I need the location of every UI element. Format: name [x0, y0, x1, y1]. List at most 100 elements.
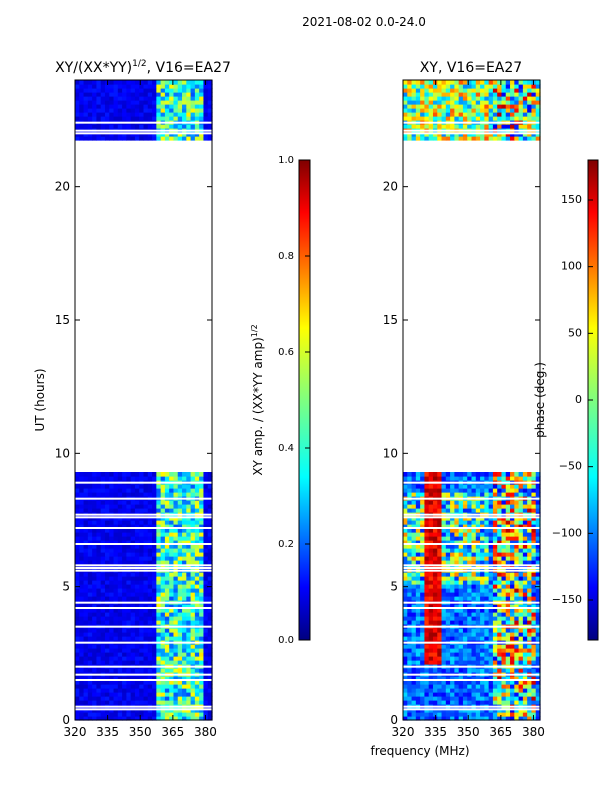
heatmap-cell: [203, 488, 209, 493]
heatmap-cell: [471, 584, 477, 589]
heatmap-cell: [156, 520, 162, 525]
heatmap-cell: [117, 124, 123, 129]
heatmap-cell: [87, 88, 93, 93]
heatmap-cell: [527, 692, 533, 697]
heatmap-cell: [92, 644, 98, 649]
heatmap-cell: [203, 572, 209, 577]
heatmap-cell: [527, 608, 533, 613]
heatmap-cell: [177, 100, 183, 105]
heatmap-cell: [92, 492, 98, 497]
heatmap-cell: [113, 124, 119, 129]
heatmap-cell: [518, 524, 524, 529]
heatmap-cell: [126, 520, 132, 525]
heatmap-cell: [113, 684, 119, 689]
heatmap-cell: [113, 488, 119, 493]
heatmap-cell: [527, 644, 533, 649]
heatmap-cell: [182, 612, 187, 617]
heatmap-cell: [454, 504, 460, 509]
heatmap-cell: [156, 716, 162, 721]
heatmap-cell: [492, 596, 498, 601]
heatmap-cell: [134, 648, 140, 653]
heatmap-cell: [411, 84, 417, 89]
heatmap-cell: [87, 588, 93, 593]
heatmap-cell: [96, 136, 102, 141]
heatmap-cell: [139, 136, 145, 141]
heatmap-cell: [96, 544, 102, 549]
heatmap-cell: [104, 560, 110, 565]
heatmap-cell: [424, 80, 430, 85]
heatmap-cell: [147, 644, 153, 649]
heatmap-cell: [134, 560, 140, 565]
heatmap-cell: [424, 528, 430, 533]
heatmap-cell: [428, 116, 434, 121]
heatmap-cell: [497, 88, 503, 93]
heatmap-cell: [428, 628, 434, 633]
heatmap-cell: [522, 612, 528, 617]
heatmap-cell: [450, 532, 455, 537]
heatmap-cell: [505, 488, 511, 493]
heatmap-cell: [510, 552, 515, 557]
heatmap-cell: [143, 652, 149, 657]
heatmap-cell: [527, 108, 533, 113]
heatmap-cell: [113, 644, 119, 649]
heatmap-cell: [87, 556, 93, 561]
heatmap-cell: [403, 540, 408, 545]
heatmap-cell: [152, 656, 157, 661]
heatmap-cell: [173, 532, 179, 537]
heatmap-cell: [420, 532, 426, 537]
heatmap-cell: [100, 556, 106, 561]
heatmap-cell: [113, 548, 119, 553]
heatmap-cell: [130, 588, 136, 593]
heatmap-cell: [164, 572, 170, 577]
heatmap-cell: [492, 544, 498, 549]
heatmap-cell: [143, 676, 149, 681]
heatmap-cell: [497, 712, 503, 717]
heatmap-cell: [113, 524, 119, 529]
heatmap-cell: [462, 544, 468, 549]
heatmap-cell: [497, 548, 503, 553]
heatmap-cell: [113, 532, 119, 537]
heatmap-cell: [411, 644, 417, 649]
heatmap-cell: [199, 680, 205, 685]
heatmap-cell: [441, 616, 447, 621]
heatmap-cell: [169, 124, 175, 129]
heatmap-cell: [134, 576, 140, 581]
heatmap-cell: [87, 644, 93, 649]
heatmap-cell: [130, 136, 136, 141]
heatmap-cell: [207, 592, 213, 597]
heatmap-cell: [484, 508, 490, 513]
heatmap-cell: [109, 628, 115, 633]
heatmap-cell: [531, 668, 537, 673]
heatmap-cell: [488, 716, 494, 721]
heatmap-cell: [518, 592, 524, 597]
heatmap-cell: [535, 88, 541, 93]
heatmap-cell: [194, 104, 200, 109]
heatmap-cell: [182, 544, 187, 549]
heatmap-cell: [497, 608, 503, 613]
heatmap-cell: [445, 576, 451, 581]
heatmap-cell: [169, 584, 175, 589]
heatmap-cell: [134, 504, 140, 509]
heatmap-cell: [109, 584, 115, 589]
heatmap-cell: [199, 688, 205, 693]
heatmap-cell: [75, 700, 80, 705]
heatmap-cell: [104, 544, 110, 549]
heatmap-cell: [75, 712, 80, 717]
heatmap-cell: [462, 632, 468, 637]
heatmap-cell: [441, 96, 447, 101]
heatmap-cell: [130, 544, 136, 549]
heatmap-cell: [484, 476, 490, 481]
heatmap-cell: [130, 612, 136, 617]
heatmap-cell: [475, 116, 481, 121]
heatmap-cell: [194, 532, 200, 537]
heatmap-cell: [109, 108, 115, 113]
heatmap-cell: [109, 588, 115, 593]
heatmap-cell: [147, 80, 153, 85]
heatmap-cell: [147, 500, 153, 505]
heatmap-cell: [535, 620, 541, 625]
heatmap-cell: [130, 532, 136, 537]
heatmap-cell: [420, 92, 426, 97]
heatmap-cell: [130, 656, 136, 661]
heatmap-cell: [177, 676, 183, 681]
heatmap-cell: [428, 476, 434, 481]
